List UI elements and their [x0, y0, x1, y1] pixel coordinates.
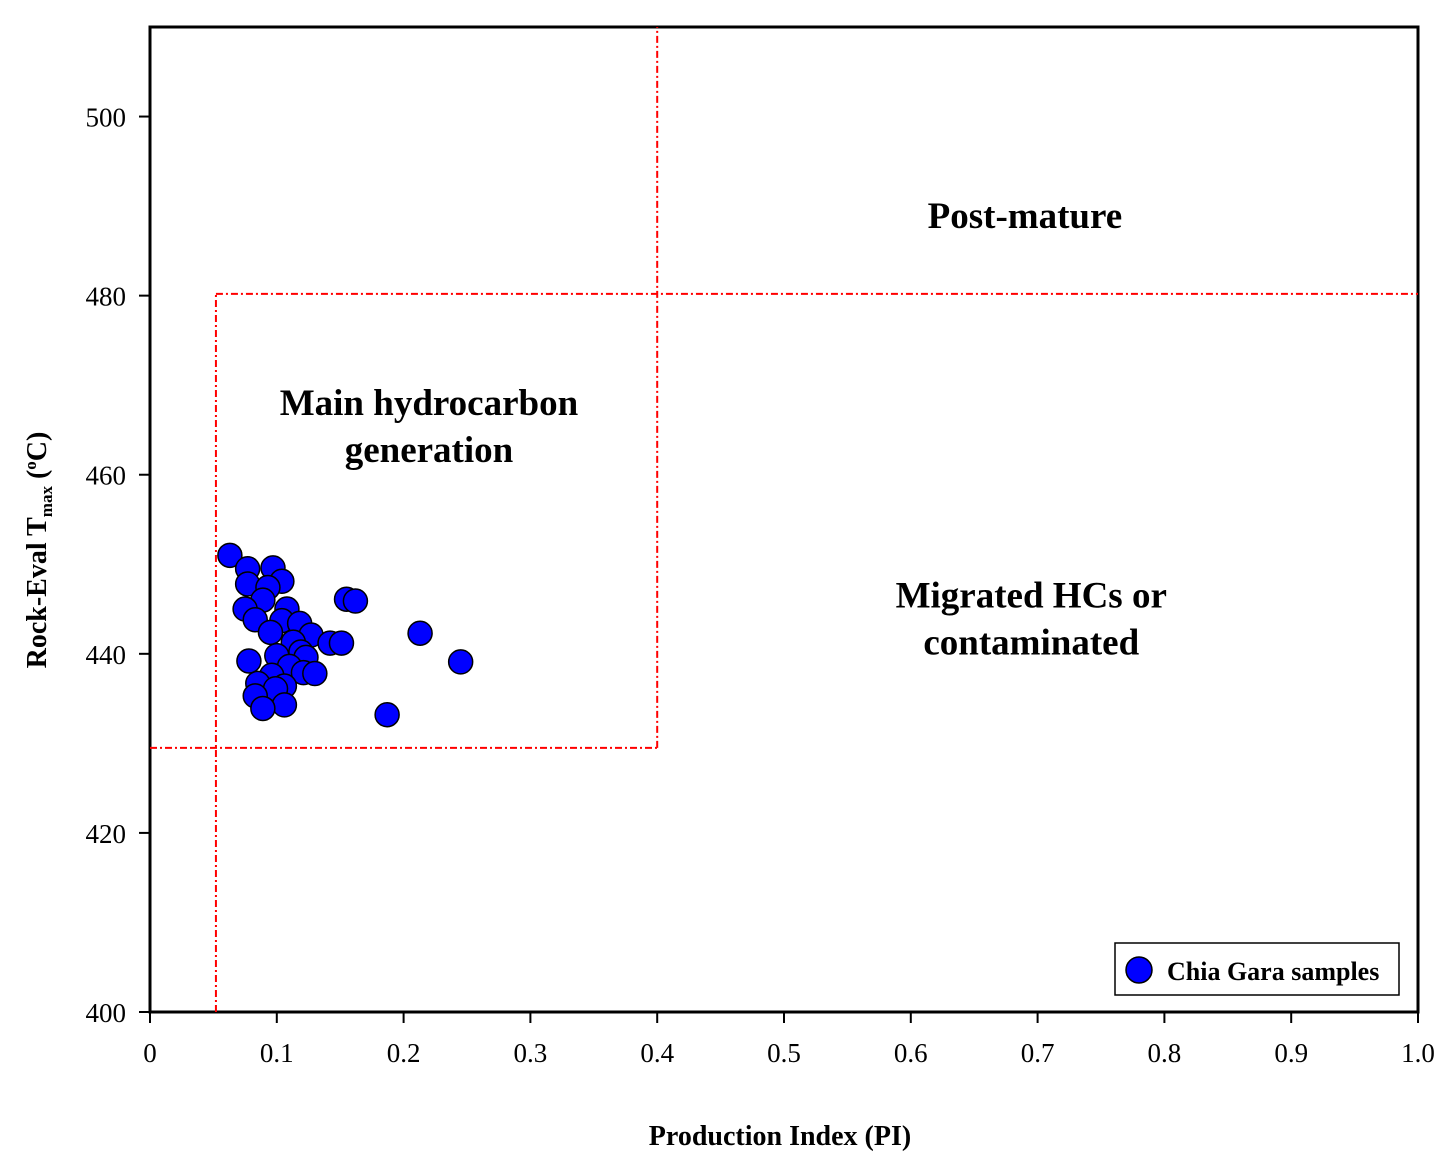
data-point — [257, 619, 284, 646]
x-tick-label: 0.9 — [1274, 1038, 1308, 1068]
data-points — [217, 542, 474, 728]
x-tick-label: 0.5 — [767, 1038, 801, 1068]
data-point — [407, 620, 433, 646]
plot-frame — [148, 25, 1420, 1014]
data-point — [374, 701, 400, 728]
x-tick-label: 1.0 — [1401, 1038, 1435, 1068]
data-point — [328, 630, 355, 656]
y-tick-label: 400 — [86, 998, 127, 1028]
x-tick-label: 0.4 — [640, 1038, 674, 1068]
x-tick-label: 0.7 — [1021, 1038, 1055, 1068]
x-tick-label: 0.1 — [260, 1038, 294, 1068]
zone-label: Migrated HCs or — [896, 576, 1167, 617]
zone-label: Post-mature — [928, 196, 1123, 237]
y-axis-title: Rock-Eval Tmax (oC) — [21, 432, 56, 669]
x-tick-label: 0.8 — [1148, 1038, 1182, 1068]
y-tick-label: 500 — [86, 103, 127, 133]
x-axis: 0 0.1 0.2 0.3 0.4 0.5 0.6 0.7 0.8 0.9 1.0 — [143, 1012, 1435, 1068]
legend-box — [1114, 942, 1400, 996]
y-tick-label: 460 — [86, 461, 127, 491]
zone-label: Main hydrocarbon — [280, 383, 579, 424]
x-axis-title: Production Index (PI) — [649, 1121, 911, 1152]
y-axis: 400 420 440 460 480 500 — [86, 103, 150, 1028]
zone-boundary-lines — [150, 27, 1418, 1012]
data-point — [447, 649, 474, 675]
data-point — [271, 692, 298, 718]
data-point — [302, 660, 328, 687]
x-tick-label: 0.3 — [514, 1038, 548, 1068]
zone-label: contaminated — [923, 623, 1139, 664]
zone-label: generation — [345, 430, 514, 471]
zone-labels: Post-mature Main hydrocarbon generation Mig… — [280, 196, 1167, 663]
data-point — [217, 542, 243, 569]
y-tick-label: 480 — [86, 282, 127, 312]
y-tick-label: 440 — [86, 640, 127, 670]
x-tick-label: 0.2 — [387, 1038, 421, 1068]
legend: Chia Gara samples — [1114, 942, 1400, 996]
x-tick-label: 0 — [143, 1038, 157, 1068]
data-point — [250, 695, 276, 722]
data-point — [342, 588, 369, 614]
legend-marker — [1125, 956, 1153, 984]
x-tick-label: 0.6 — [894, 1038, 928, 1068]
data-point — [236, 648, 262, 674]
y-tick-label: 420 — [86, 819, 127, 849]
legend-label: Chia Gara samples — [1167, 957, 1379, 986]
